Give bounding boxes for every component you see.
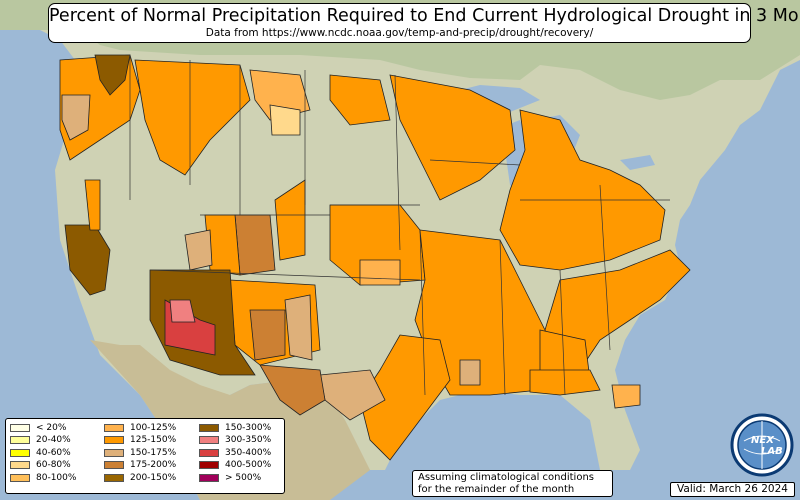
region-kansas-light bbox=[359, 259, 401, 286]
legend-item: 80-100% bbox=[10, 472, 76, 484]
legend-item: > 500% bbox=[199, 472, 271, 484]
legend-swatch bbox=[199, 436, 219, 445]
legend-swatch bbox=[104, 473, 124, 482]
legend-swatch bbox=[10, 436, 30, 445]
legend-item: 350-400% bbox=[199, 447, 271, 459]
region-florida-light bbox=[611, 384, 641, 409]
state-borders bbox=[129, 55, 670, 396]
legend-label: 80-100% bbox=[36, 472, 77, 483]
region-arizona-pink bbox=[169, 299, 196, 323]
legend-label: 100-125% bbox=[130, 423, 177, 433]
legend-label: 200-150% bbox=[130, 472, 177, 483]
legend-item: 40-60% bbox=[10, 447, 76, 459]
legend-item: 125-150% bbox=[104, 434, 176, 446]
region-upper-midwest bbox=[389, 74, 516, 201]
title-box: Percent of Normal Precipitation Required… bbox=[48, 3, 800, 43]
region-midwest-east bbox=[499, 109, 666, 271]
legend-swatch bbox=[104, 461, 124, 470]
region-dakota-light bbox=[269, 104, 301, 136]
note-box: Assuming climatological conditions for t… bbox=[412, 470, 613, 497]
legend-label: 350-400% bbox=[225, 447, 272, 458]
legend-swatch bbox=[199, 424, 219, 432]
map-title: Percent of Normal Precipitation Required… bbox=[49, 6, 800, 26]
legend-label: > 500% bbox=[225, 472, 262, 483]
legend-swatch bbox=[104, 424, 124, 432]
legend-item: 400-500% bbox=[199, 459, 271, 471]
legend-swatch bbox=[10, 473, 30, 482]
legend-item: 20-40% bbox=[10, 434, 76, 446]
region-utah-tan bbox=[184, 229, 213, 271]
legend-label: 20-40% bbox=[36, 435, 71, 446]
region-colorado-east bbox=[274, 179, 306, 261]
legend-swatch bbox=[199, 461, 219, 470]
legend-item: 300-350% bbox=[199, 434, 271, 446]
legend-item: 150-175% bbox=[104, 447, 176, 459]
legend-swatch bbox=[199, 448, 219, 457]
legend-label: 150-175% bbox=[130, 447, 177, 458]
region-washington-dark bbox=[94, 54, 131, 96]
legend-label: 400-500% bbox=[225, 460, 272, 471]
region-florida-panhandle bbox=[529, 369, 601, 396]
region-idaho-montana bbox=[134, 59, 251, 176]
svg-text:LAB: LAB bbox=[761, 446, 783, 457]
region-mississippi-valley bbox=[414, 229, 561, 396]
region-new-mexico-tan bbox=[284, 294, 313, 361]
legend-item: 200-150% bbox=[104, 472, 176, 484]
legend-label: 300-350% bbox=[225, 435, 272, 446]
legend-label: 40-60% bbox=[36, 447, 71, 458]
legend-label: 175-200% bbox=[130, 460, 177, 471]
region-north-plains bbox=[329, 74, 391, 126]
legend-swatch bbox=[10, 424, 30, 432]
note-line-1: Assuming climatological conditions bbox=[418, 472, 594, 483]
svg-text:NEX: NEX bbox=[751, 435, 775, 446]
legend-label: 60-80% bbox=[36, 460, 71, 471]
map-subtitle: Data from https://www.ncdc.noaa.gov/temp… bbox=[205, 27, 594, 39]
legend-item: 100-125% bbox=[104, 422, 176, 434]
legend-item: < 20% bbox=[10, 422, 76, 434]
legend-column-2: 100-125% 125-150% 150-175% 175-200% 200-… bbox=[104, 422, 176, 484]
legend-item: 175-200% bbox=[104, 459, 176, 471]
region-colorado bbox=[234, 214, 276, 276]
drought-regions bbox=[59, 54, 691, 461]
region-california-north bbox=[84, 179, 101, 231]
legend-swatch bbox=[199, 473, 219, 482]
region-new-mexico-brown bbox=[249, 309, 286, 361]
region-oregon-tan bbox=[61, 94, 91, 141]
region-gulf-tan bbox=[459, 359, 481, 386]
legend-label: < 20% bbox=[36, 423, 67, 433]
valid-date: Valid: March 26 2024 bbox=[670, 482, 795, 497]
legend: < 20% 20-40% 40-60% 60-80% 80-100% 100-1… bbox=[5, 418, 285, 494]
nexlab-logo: NEX LAB bbox=[730, 413, 794, 477]
legend-label: 150-300% bbox=[225, 423, 272, 433]
legend-swatch bbox=[10, 461, 30, 470]
note-line-2: for the remainder of the month bbox=[418, 484, 575, 495]
legend-item: 60-80% bbox=[10, 459, 76, 471]
legend-column-3: 150-300% 300-350% 350-400% 400-500% > 50… bbox=[199, 422, 271, 484]
legend-swatch bbox=[10, 448, 30, 457]
legend-column-1: < 20% 20-40% 40-60% 60-80% 80-100% bbox=[10, 422, 76, 484]
legend-label: 125-150% bbox=[130, 435, 177, 446]
region-west-texas bbox=[259, 364, 326, 416]
legend-swatch bbox=[104, 448, 124, 457]
legend-swatch bbox=[104, 436, 124, 445]
legend-item: 150-300% bbox=[199, 422, 271, 434]
